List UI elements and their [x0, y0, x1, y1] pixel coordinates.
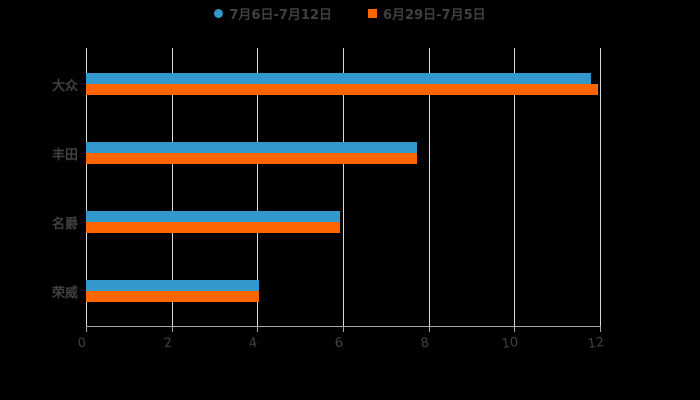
- gridline: [514, 48, 516, 326]
- gridline: [257, 48, 259, 326]
- x-tick: [600, 326, 601, 332]
- bar-1[interactable]: [86, 73, 592, 84]
- bar-1[interactable]: [86, 211, 340, 222]
- bar-2[interactable]: [86, 291, 259, 302]
- legend-square-icon: [368, 9, 377, 18]
- y-category-label: 大众: [51, 79, 78, 94]
- legend-label: 6月29日-7月5日: [383, 8, 486, 23]
- x-axis: [86, 326, 600, 327]
- gridline: [343, 48, 344, 326]
- x-tick: [171, 326, 173, 332]
- x-tick-label: 4: [248, 335, 259, 352]
- x-tick: [257, 326, 259, 332]
- gridline: [171, 48, 173, 326]
- y-category-label: 丰田: [51, 148, 78, 163]
- bar-1[interactable]: [86, 280, 259, 291]
- bar-2[interactable]: [86, 153, 418, 164]
- gridline: [428, 48, 430, 326]
- x-tick-label: 6: [333, 335, 345, 352]
- legend-label: 7月6日-7月12日: [229, 8, 332, 23]
- gridline: [600, 48, 601, 326]
- gridline: [86, 48, 87, 326]
- x-tick: [514, 326, 516, 332]
- bar-2[interactable]: [86, 222, 340, 233]
- x-tick-label: 8: [419, 335, 430, 352]
- x-tick-label: 0: [76, 335, 88, 352]
- chart-legend: 7月6日-7月12日 6月29日-7月5日: [0, 4, 700, 23]
- legend-item-series2[interactable]: 6月29日-7月5日: [368, 4, 486, 23]
- x-tick-label: 2: [162, 335, 173, 352]
- x-tick-label: 12: [586, 334, 606, 353]
- x-tick-label: 10: [501, 334, 520, 353]
- legend-item-series1[interactable]: 7月6日-7月12日: [214, 4, 332, 23]
- y-category-label: 荣威: [51, 286, 78, 301]
- x-tick: [343, 326, 344, 332]
- bar-1[interactable]: [86, 142, 418, 153]
- y-category-label: 名爵: [51, 217, 78, 232]
- bar-2[interactable]: [86, 84, 598, 95]
- legend-circle-icon: [214, 9, 224, 18]
- x-tick: [428, 326, 430, 332]
- x-tick: [86, 326, 87, 332]
